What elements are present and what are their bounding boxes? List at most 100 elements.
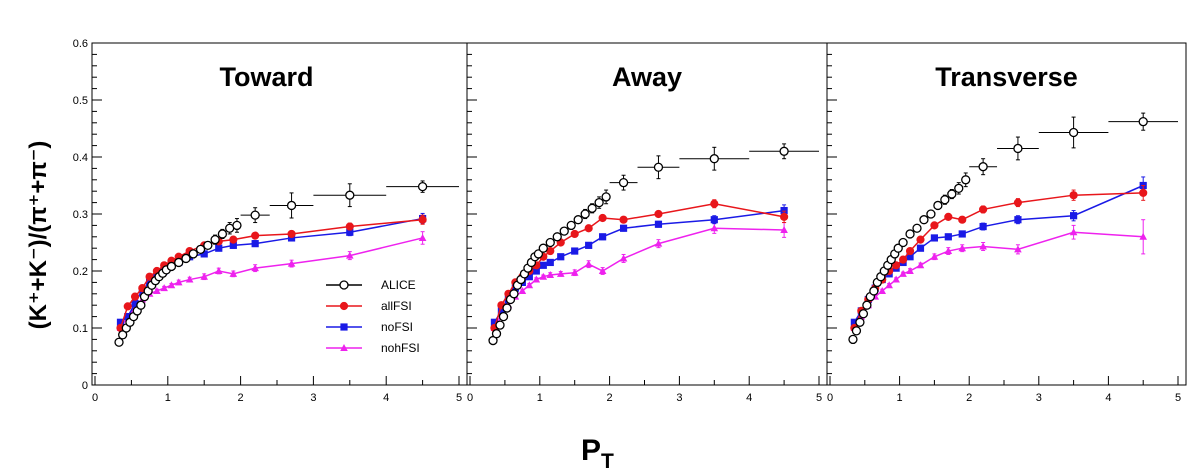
data-point — [619, 215, 628, 224]
data-point — [546, 258, 554, 267]
marker — [418, 233, 427, 241]
marker — [598, 267, 607, 274]
data-point — [947, 188, 957, 200]
marker — [1069, 191, 1078, 200]
marker — [495, 320, 505, 330]
marker — [210, 234, 220, 245]
data-point — [1013, 198, 1023, 208]
data-point — [930, 252, 939, 261]
marker — [919, 215, 929, 225]
marker — [926, 209, 936, 219]
marker — [1014, 245, 1022, 253]
marker — [573, 215, 583, 225]
marker — [251, 264, 259, 272]
x-axis: 0 1 2 3 4 5 — [92, 376, 462, 404]
data-point — [557, 253, 565, 261]
data-point — [609, 174, 638, 191]
data-point — [533, 249, 544, 259]
data-point — [940, 194, 950, 205]
marker — [340, 344, 348, 351]
marker — [1138, 117, 1148, 127]
x-tick-label: 1 — [537, 392, 543, 404]
marker — [251, 231, 260, 240]
legend-item-alice: ALICE — [326, 278, 416, 292]
marker — [1069, 228, 1078, 236]
data-point — [573, 215, 583, 225]
marker — [584, 224, 593, 233]
data-point — [195, 244, 206, 254]
data-point — [269, 192, 314, 219]
marker — [933, 200, 943, 211]
marker — [559, 226, 569, 236]
marker — [287, 259, 296, 267]
x-tick-label: 5 — [456, 392, 462, 404]
data-point — [926, 209, 936, 219]
data-point — [637, 155, 680, 180]
marker — [229, 241, 237, 249]
marker — [229, 269, 238, 277]
x-tick-label: 3 — [676, 392, 682, 404]
data-point — [160, 284, 168, 292]
data-point — [598, 213, 607, 223]
legend-label: nohFSI — [381, 341, 420, 355]
data-point — [571, 247, 579, 255]
data-point — [502, 303, 512, 313]
x-tick-label: 0 — [467, 392, 473, 404]
marker — [906, 253, 914, 261]
data-point — [933, 200, 943, 211]
marker — [892, 261, 901, 270]
data-point — [345, 222, 354, 231]
x-axis-label-text: PT — [581, 434, 614, 473]
data-point — [203, 240, 213, 251]
panel-toward: 0 1 2 3 4 5 0 0.1 0.2 0.3 0.4 0.5 0.6 Toward — [73, 38, 468, 404]
marker — [546, 258, 554, 267]
data-point — [556, 269, 565, 277]
marker — [136, 300, 146, 310]
marker — [599, 233, 607, 241]
marker — [709, 154, 719, 164]
marker — [518, 286, 527, 294]
data-point — [979, 242, 987, 251]
marker — [916, 235, 925, 244]
x-tick-label: 5 — [816, 392, 822, 404]
marker — [869, 286, 879, 296]
marker — [160, 284, 168, 292]
data-point — [878, 286, 886, 294]
data-point — [210, 234, 220, 245]
data-point — [240, 207, 270, 224]
data-point — [619, 253, 628, 263]
x-tick-label: 2 — [966, 392, 972, 404]
marker — [195, 244, 206, 254]
marker — [958, 230, 966, 238]
data-point — [251, 231, 260, 240]
marker — [174, 257, 184, 268]
marker — [545, 237, 555, 248]
data-point — [214, 267, 223, 275]
panel-transverse: 0 1 2 3 4 5 Transverse — [826, 42, 1187, 404]
marker — [862, 300, 872, 310]
marker — [185, 275, 194, 283]
data-point — [114, 337, 124, 347]
legend-label: allFSI — [381, 299, 412, 313]
data-point — [498, 311, 509, 322]
data-point — [1070, 210, 1078, 222]
data-point — [898, 255, 908, 264]
data-point — [969, 158, 998, 176]
data-point — [491, 329, 502, 339]
marker — [898, 237, 908, 248]
legend-item-nohfsi: nohFSI — [326, 341, 420, 355]
marker — [848, 334, 858, 345]
data-point — [580, 208, 590, 220]
marker — [654, 209, 663, 219]
data-point — [509, 289, 519, 299]
data-point — [1069, 189, 1078, 201]
data-point — [598, 267, 607, 275]
data-point — [174, 257, 184, 268]
data-point — [200, 272, 208, 281]
data-point — [979, 222, 987, 231]
marker — [546, 270, 555, 278]
series-nohfsi — [116, 231, 427, 331]
data-point — [566, 220, 576, 231]
marker — [502, 303, 512, 313]
